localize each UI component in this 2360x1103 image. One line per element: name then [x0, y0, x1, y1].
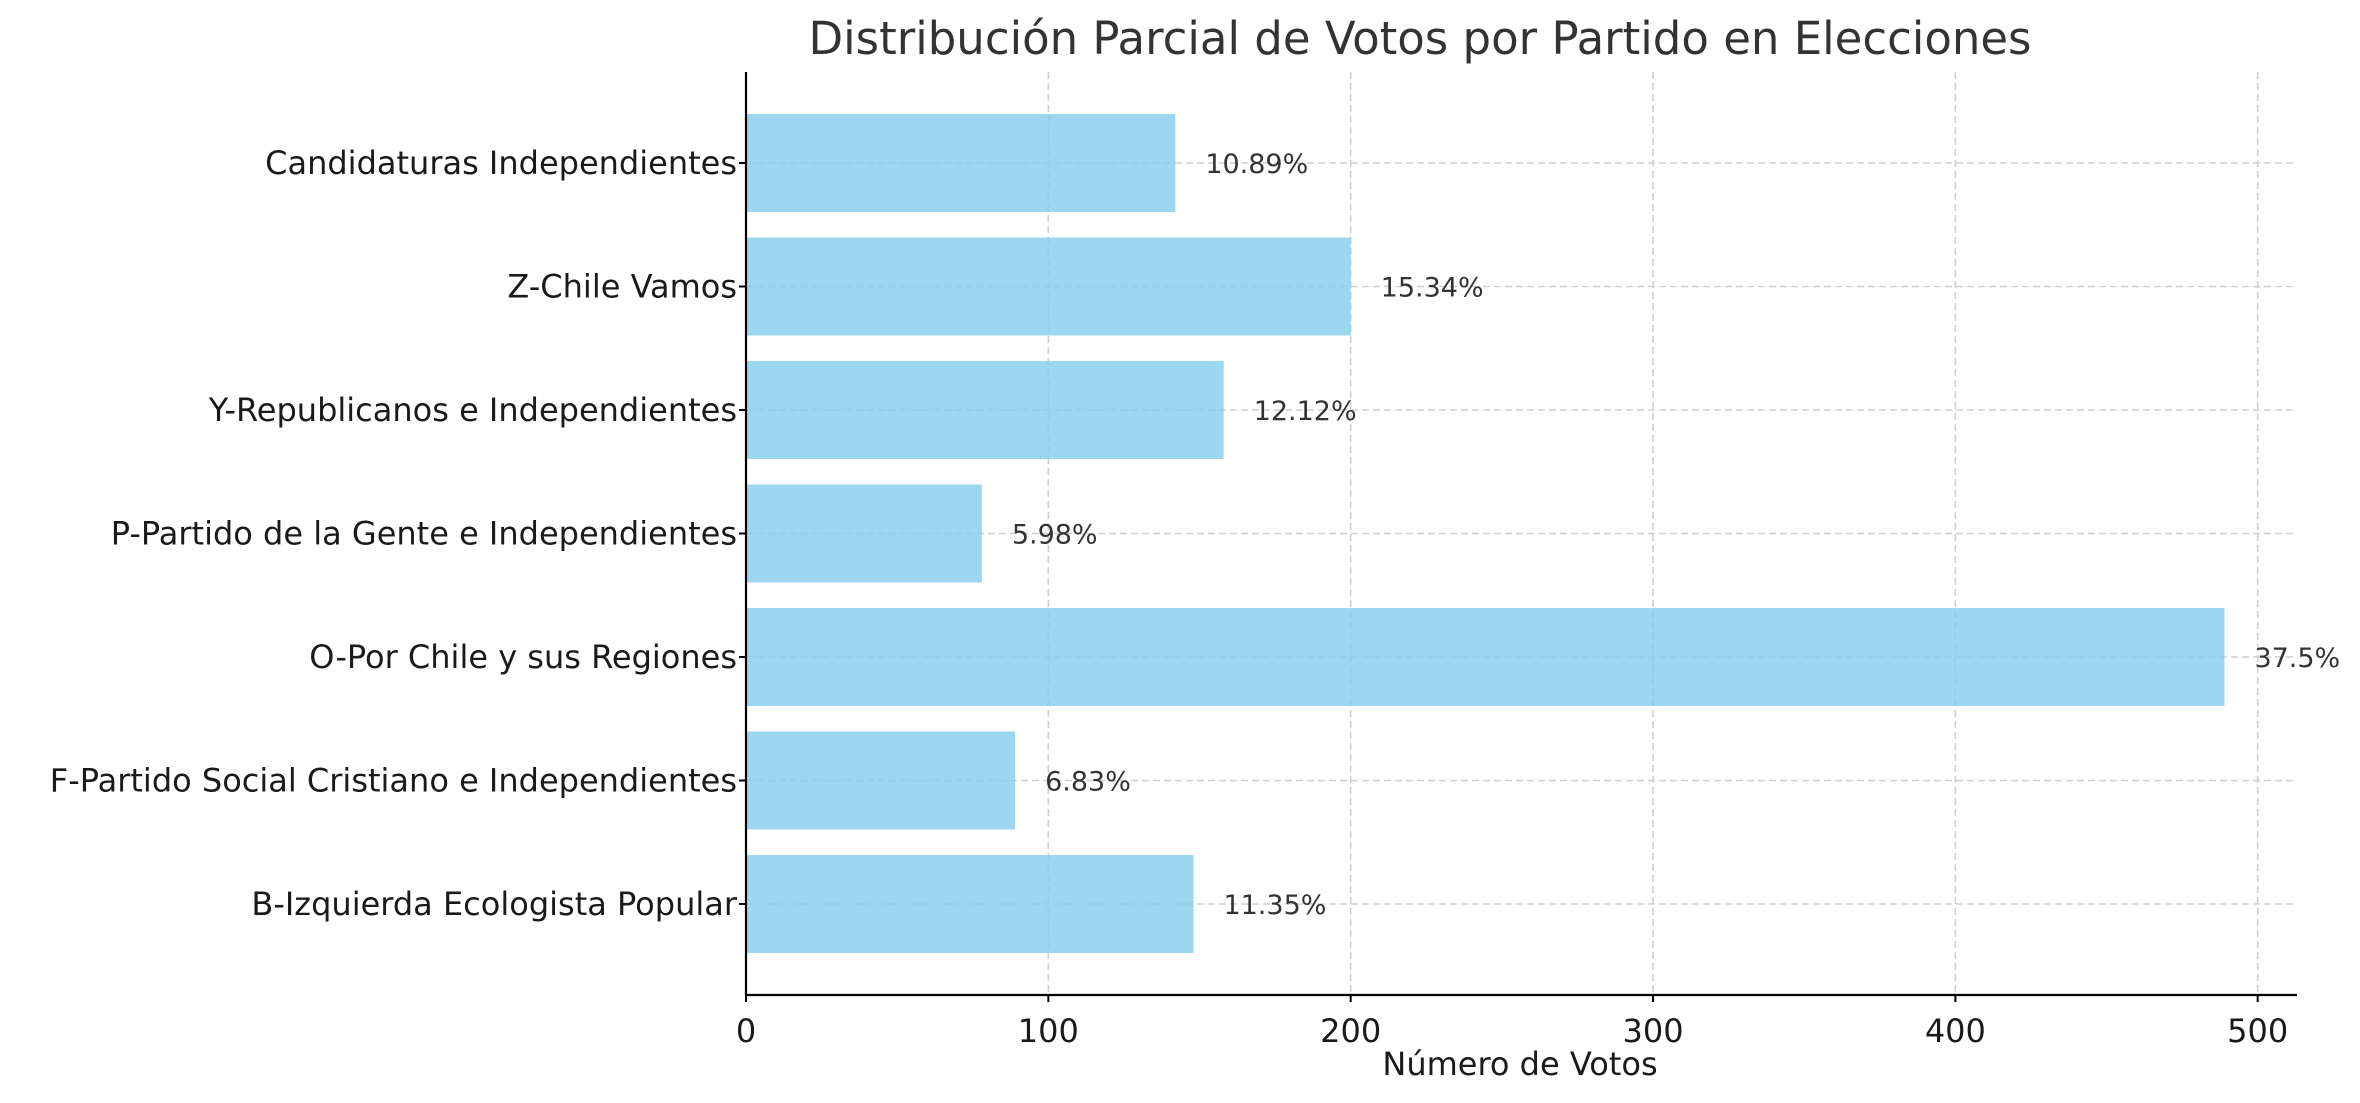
- category-label: O-Por Chile y sus Regiones: [309, 638, 737, 676]
- category-label: F-Partido Social Cristiano e Independien…: [50, 762, 737, 800]
- category-labels: Candidaturas Independientes Z-Chile Vamos…: [50, 144, 738, 923]
- category-label: B-Izquierda Ecologista Popular: [251, 885, 737, 923]
- bar: [746, 855, 1194, 953]
- bar-value-label: 12.12%: [1254, 396, 1357, 427]
- x-tick-label: 500: [2227, 1012, 2288, 1050]
- bar-value-label: 6.83%: [1045, 767, 1131, 798]
- x-tick-label: 300: [1622, 1012, 1683, 1050]
- x-tick-label: 0: [736, 1012, 756, 1050]
- category-label: Z-Chile Vamos: [507, 268, 737, 306]
- category-label: P-Partido de la Gente e Independientes: [111, 515, 737, 553]
- axes: [739, 72, 2297, 1002]
- bar: [746, 608, 2225, 706]
- bar: [746, 114, 1176, 212]
- category-label: Y-Republicanos e Independientes: [208, 391, 737, 429]
- chart-title: Distribución Parcial de Votos por Partid…: [809, 12, 2032, 65]
- bar-value-label: 10.89%: [1205, 149, 1308, 180]
- category-label: Candidaturas Independientes: [265, 144, 737, 182]
- bar: [746, 237, 1351, 336]
- x-tick-label: 200: [1320, 1012, 1381, 1050]
- bar: [746, 731, 1016, 830]
- bar-value-label: 5.98%: [1012, 520, 1098, 551]
- x-tick-label: 100: [1018, 1012, 1079, 1050]
- x-tick-labels: 0 100 200 300 400 500: [736, 1012, 2288, 1050]
- bar-value-label: 11.35%: [1223, 890, 1326, 921]
- bars: [746, 114, 2225, 953]
- x-tick-label: 400: [1925, 1012, 1986, 1050]
- bar: [746, 361, 1224, 459]
- bar: [746, 484, 982, 583]
- value-labels: 10.89% 15.34% 12.12% 5.98% 37.5% 6.83% 11.35%: [1012, 149, 2340, 921]
- x-axis-title: Número de Votos: [1382, 1045, 1657, 1083]
- bar-value-label: 15.34%: [1381, 273, 1484, 304]
- bar-value-label: 37.5%: [2254, 643, 2340, 674]
